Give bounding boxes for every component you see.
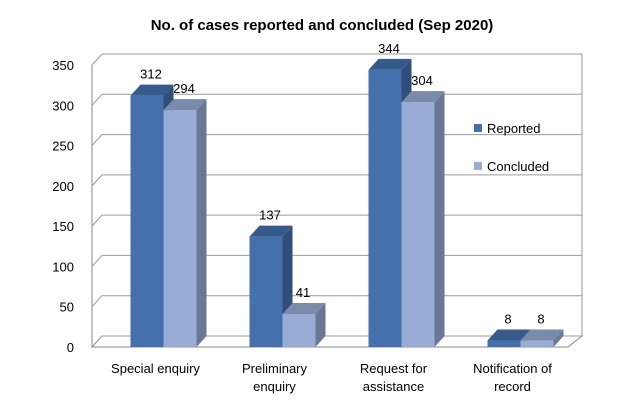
bar xyxy=(401,102,435,347)
x-tick-label: record xyxy=(494,379,531,394)
bar-side xyxy=(434,91,445,347)
x-tick-label: assistance xyxy=(363,379,424,394)
gridline-side xyxy=(91,53,103,66)
bar-top xyxy=(163,99,207,111)
x-tick-label: Preliminary xyxy=(242,361,308,376)
y-tick-label: 100 xyxy=(52,259,74,274)
bar-top xyxy=(249,225,293,237)
bar xyxy=(163,110,197,348)
bar-top xyxy=(130,84,174,96)
gridline-side xyxy=(91,214,103,227)
legend-swatch xyxy=(474,162,482,170)
legend-swatch xyxy=(474,124,482,132)
gridline-side xyxy=(91,255,103,267)
data-label: 41 xyxy=(296,285,310,300)
y-tick-label: 50 xyxy=(60,300,74,315)
data-label: 304 xyxy=(411,73,433,88)
y-tick-label: 250 xyxy=(52,139,74,154)
y-tick-label: 150 xyxy=(52,219,74,234)
data-label: 344 xyxy=(378,41,400,56)
gridline-side xyxy=(91,134,103,146)
gridline-side xyxy=(91,174,103,187)
x-tick-label: Request for xyxy=(360,361,428,376)
data-label: 312 xyxy=(140,67,162,82)
gridline-side xyxy=(91,335,103,348)
y-tick-label: 200 xyxy=(52,179,74,194)
bar-top xyxy=(401,91,445,103)
bar-side xyxy=(196,99,207,348)
data-label: 137 xyxy=(259,208,281,223)
data-label: 294 xyxy=(173,81,195,96)
gridline-side xyxy=(91,93,103,106)
x-tick-label: Notification of xyxy=(473,361,552,376)
y-tick-label: 350 xyxy=(52,58,74,73)
legend-label: Reported xyxy=(487,121,540,136)
bar-top xyxy=(282,302,326,314)
x-tick-label: Special enquiry xyxy=(111,361,200,376)
bar-top xyxy=(368,58,412,70)
chart-title: No. of cases reported and concluded (Sep… xyxy=(151,17,494,34)
bar xyxy=(130,95,164,347)
bar xyxy=(282,313,316,347)
bar xyxy=(487,340,521,347)
y-tick-label: 0 xyxy=(67,340,74,355)
y-tick-label: 300 xyxy=(52,98,74,113)
bar-side xyxy=(315,302,326,347)
x-tick-label: enquiry xyxy=(253,379,296,394)
bar xyxy=(368,69,402,347)
gridline-side xyxy=(91,295,103,308)
data-label: 8 xyxy=(504,312,511,327)
bar-top xyxy=(520,329,564,341)
legend-label: Concluded xyxy=(487,159,549,174)
bar xyxy=(520,340,554,347)
data-label: 8 xyxy=(537,312,544,327)
bar xyxy=(249,236,283,347)
bar-side xyxy=(553,329,564,347)
bar-top xyxy=(487,329,531,341)
